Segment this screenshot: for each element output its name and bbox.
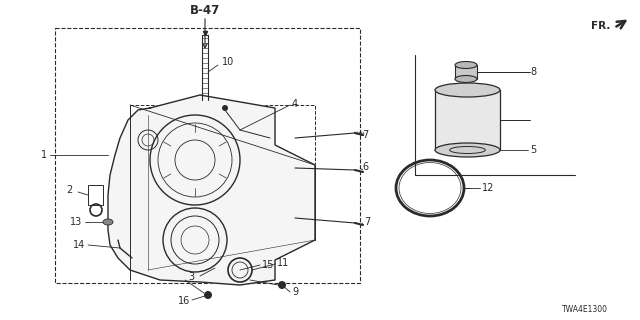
- Ellipse shape: [455, 61, 477, 68]
- Ellipse shape: [435, 83, 500, 97]
- Circle shape: [204, 291, 212, 299]
- Ellipse shape: [103, 219, 113, 225]
- Bar: [88, 185, 103, 205]
- Text: 15: 15: [262, 260, 275, 270]
- Text: 16: 16: [178, 296, 190, 306]
- Text: 7: 7: [364, 217, 371, 227]
- Text: 10: 10: [222, 57, 234, 67]
- Text: 5: 5: [530, 145, 536, 155]
- Text: 4: 4: [292, 99, 298, 109]
- Ellipse shape: [435, 143, 500, 157]
- Bar: [130, 105, 315, 235]
- Text: 6: 6: [362, 162, 368, 172]
- Text: 13: 13: [70, 217, 82, 227]
- Text: B-47: B-47: [190, 4, 220, 17]
- Text: 8: 8: [530, 67, 536, 77]
- Text: 3: 3: [188, 272, 194, 282]
- Text: 1: 1: [41, 150, 47, 160]
- Text: TWA4E1300: TWA4E1300: [562, 306, 608, 315]
- Ellipse shape: [455, 76, 477, 83]
- Text: 7: 7: [362, 130, 368, 140]
- Bar: [55, 28, 360, 283]
- Text: FR.: FR.: [591, 21, 610, 31]
- Polygon shape: [108, 95, 315, 285]
- Text: 14: 14: [73, 240, 85, 250]
- Circle shape: [278, 281, 286, 289]
- Text: 12: 12: [482, 183, 494, 193]
- Text: 9: 9: [292, 287, 298, 297]
- Text: 11: 11: [277, 258, 289, 268]
- Bar: [455, 65, 477, 79]
- Circle shape: [222, 105, 228, 111]
- Text: 2: 2: [66, 185, 72, 195]
- Bar: [435, 90, 500, 150]
